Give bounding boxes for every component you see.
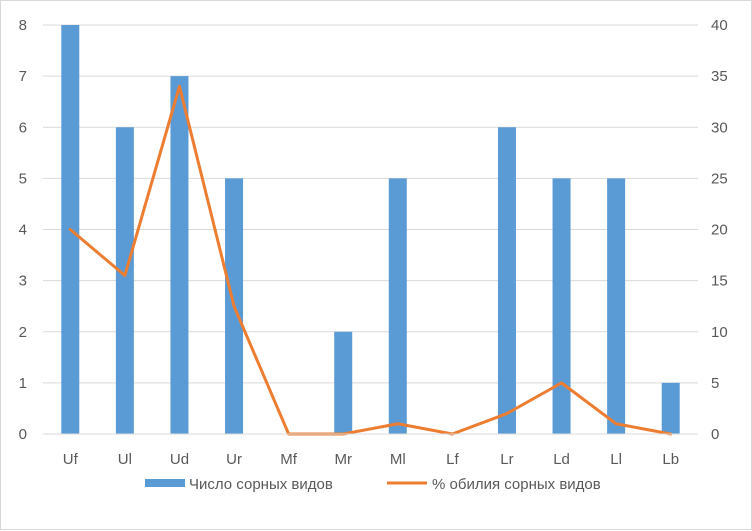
y-right-tick-label: 20 xyxy=(711,222,728,239)
bar xyxy=(497,127,516,434)
y-right-tick-label: 0 xyxy=(711,426,719,443)
y-right-tick-label: 40 xyxy=(711,17,728,34)
y-left-tick-label: 4 xyxy=(19,222,27,239)
line-series xyxy=(68,84,673,436)
bar-series xyxy=(61,25,680,434)
x-tick-label: Ul xyxy=(118,451,132,468)
y-right-tick-label: 5 xyxy=(711,375,719,392)
y-left-tick-label: 8 xyxy=(19,17,27,34)
y-right-tick-label: 25 xyxy=(711,170,728,187)
x-tick-label: Ll xyxy=(610,451,622,468)
y-left-tick-label: 7 xyxy=(19,68,27,85)
y-left-tick-label: 1 xyxy=(19,375,27,392)
x-tick-label: Mf xyxy=(280,451,297,468)
bar xyxy=(388,178,407,434)
bar xyxy=(607,178,626,434)
bar xyxy=(170,76,189,434)
x-tick-label: Ud xyxy=(170,451,189,468)
x-tick-label: Lb xyxy=(662,451,679,468)
x-tick-label: Ur xyxy=(226,451,242,468)
y-left-tick-label: 0 xyxy=(19,426,27,443)
y-axis-left: 0 1 2 3 4 5 6 7 8 xyxy=(19,17,27,443)
x-tick-label: Ld xyxy=(553,451,570,468)
bar xyxy=(661,382,680,434)
y-right-tick-label: 30 xyxy=(711,119,728,136)
line-path xyxy=(68,84,673,436)
y-right-tick-label: 10 xyxy=(711,324,728,341)
legend-label-line: % обилия сорных видов xyxy=(432,476,601,493)
y-left-tick-label: 2 xyxy=(19,324,27,341)
bar xyxy=(552,178,571,434)
x-axis: Uf Ul Ud Ur Mf Mr Ml Lf Lr Ld Ll Lb xyxy=(43,433,698,468)
y-left-tick-label: 5 xyxy=(19,170,27,187)
y-right-tick-label: 15 xyxy=(711,273,728,290)
x-tick-label: Mr xyxy=(334,451,352,468)
legend-label-bar: Число сорных видов xyxy=(189,476,333,493)
x-tick-label: Ml xyxy=(390,451,406,468)
x-tick-label: Uf xyxy=(63,451,79,468)
legend-swatch-bar xyxy=(145,479,185,487)
bar xyxy=(334,331,353,434)
y-left-tick-label: 3 xyxy=(19,273,27,290)
bar xyxy=(115,127,134,434)
y-left-tick-label: 6 xyxy=(19,119,27,136)
gridlines xyxy=(43,24,698,435)
y-right-tick-label: 35 xyxy=(711,68,728,85)
x-tick-label: Lf xyxy=(446,451,459,468)
y-axis-right: 0 5 10 15 20 25 30 35 40 xyxy=(711,17,728,443)
legend: Число сорных видов % обилия сорных видов xyxy=(145,476,601,493)
x-tick-label: Lr xyxy=(500,451,513,468)
